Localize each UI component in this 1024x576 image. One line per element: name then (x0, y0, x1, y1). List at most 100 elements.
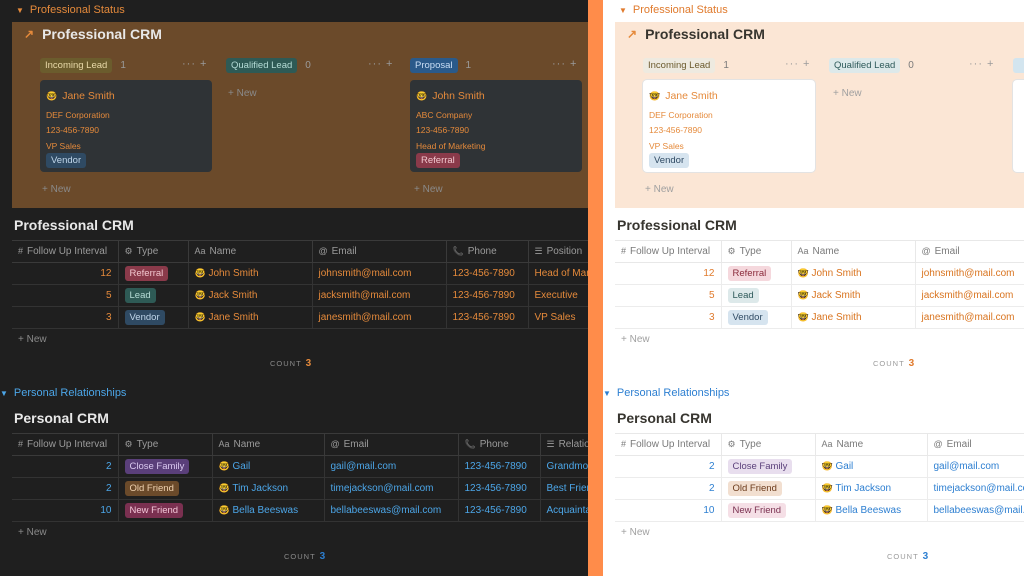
cell-phone[interactable]: 123-456-7890 (458, 477, 541, 500)
cell-relationship[interactable]: Acquaintance (540, 499, 588, 522)
cell-email[interactable]: timejackson@mail.com (927, 477, 1024, 500)
header-follow-up[interactable]: # Follow Up Interval (12, 240, 119, 263)
board-column-proposal[interactable] (1013, 54, 1024, 76)
cell-phone[interactable]: 123-456-7890 (446, 284, 529, 307)
cell-email[interactable]: janesmith@mail.com (312, 306, 447, 329)
cell-interval[interactable]: 2 (615, 477, 722, 500)
new-row-button[interactable]: + New (18, 527, 47, 538)
header-type[interactable]: ⚙ Type (721, 240, 792, 263)
header-type[interactable]: ⚙ Type (118, 433, 213, 456)
table-row[interactable]: 12 Referral 🤓 John Smith johnsmith@mail.… (615, 262, 1024, 285)
cell-interval[interactable]: 12 (12, 262, 119, 285)
cell-interval[interactable]: 12 (615, 262, 722, 285)
board-column-incoming-lead[interactable]: Incoming Lead 1 (40, 54, 126, 76)
cell-name[interactable]: 🤓 Jane Smith (791, 306, 916, 329)
personal-relationships-toggle[interactable]: ▼ Personal Relationships (603, 387, 729, 399)
header-relationship[interactable]: ☰Relationship (540, 433, 588, 456)
cell-email[interactable]: jacksmith@mail.com (312, 284, 447, 307)
board-column-proposal[interactable]: Proposal 1 (410, 54, 471, 76)
cell-interval[interactable]: 2 (615, 455, 722, 478)
header-email[interactable]: @ Email (927, 433, 1024, 456)
table-row[interactable]: 2 Close Family 🤓 Gail gail@mail.com 123-… (12, 455, 588, 478)
header-email[interactable]: @ Email (312, 240, 447, 263)
cell-interval[interactable]: 10 (615, 499, 722, 522)
board-column-qualified-lead[interactable]: Qualified Lead 0 (829, 54, 914, 76)
cell-phone[interactable]: 123-456-7890 (446, 306, 529, 329)
new-row-button[interactable]: + New (18, 334, 47, 345)
board-column-incoming-lead[interactable]: Incoming Lead 1 (643, 54, 729, 76)
cell-email[interactable]: bellabeeswas@mail.com (927, 499, 1024, 522)
table-row[interactable]: 2 Old Friend 🤓 Tim Jackson timejackson@m… (12, 477, 588, 500)
cell-name[interactable]: 🤓 Jane Smith (188, 306, 313, 329)
cell-type[interactable]: Vendor (721, 306, 792, 329)
cell-type[interactable]: Lead (721, 284, 792, 307)
cell-relationship[interactable]: Best Friend (540, 477, 588, 500)
cell-type[interactable]: Referral (118, 262, 189, 285)
cell-name[interactable]: 🤓 Jack Smith (188, 284, 313, 307)
cell-email[interactable]: gail@mail.com (927, 455, 1024, 478)
column-tools[interactable]: ··· + (552, 58, 578, 70)
header-type[interactable]: ⚙ Type (721, 433, 816, 456)
board-card-john-smith[interactable]: 🤓 John Smith ABC Company 123-456-7890 Hea… (410, 80, 582, 172)
header-phone[interactable]: 📞 Phone (458, 433, 541, 456)
cell-relationship[interactable]: Grandmother (540, 455, 588, 478)
cell-name[interactable]: 🤓 Bella Beeswas (815, 499, 928, 522)
table-row[interactable]: 2 Old Friend 🤓 Tim Jackson timejackson@m… (615, 477, 1024, 500)
cell-interval[interactable]: 5 (12, 284, 119, 307)
cell-type[interactable]: New Friend (118, 499, 213, 522)
cell-email[interactable]: johnsmith@mail.com (312, 262, 447, 285)
board-card-clipped[interactable] (1013, 80, 1024, 172)
table-row[interactable]: 12 Referral 🤓 John Smith johnsmith@mail.… (12, 262, 588, 285)
cell-type[interactable]: Referral (721, 262, 792, 285)
cell-phone[interactable]: 123-456-7890 (458, 499, 541, 522)
column-tools[interactable]: ··· + (368, 58, 394, 70)
header-follow-up[interactable]: # Follow Up Interval (12, 433, 119, 456)
cell-email[interactable]: jacksmith@mail.com (915, 284, 1024, 307)
cell-interval[interactable]: 5 (615, 284, 722, 307)
cell-name[interactable]: 🤓 Gail (815, 455, 928, 478)
column-tools[interactable]: ··· + (969, 58, 995, 70)
cell-type[interactable]: Old Friend (118, 477, 213, 500)
cell-type[interactable]: Lead (118, 284, 189, 307)
cell-email[interactable]: johnsmith@mail.com (915, 262, 1024, 285)
cell-interval[interactable]: 2 (12, 477, 119, 500)
cell-name[interactable]: 🤓 Jack Smith (791, 284, 916, 307)
header-email[interactable]: @ Email (324, 433, 459, 456)
new-row-button[interactable]: + New (621, 334, 650, 345)
table-row[interactable]: 10 New Friend 🤓 Bella Beeswas bellabeesw… (615, 499, 1024, 522)
column-tools[interactable]: ··· + (785, 58, 811, 70)
new-card-button[interactable]: + New (228, 88, 257, 99)
header-name[interactable]: Aa Name (791, 240, 916, 263)
cell-interval[interactable]: 3 (12, 306, 119, 329)
cell-interval[interactable]: 3 (615, 306, 722, 329)
header-email[interactable]: @ Email (915, 240, 1024, 263)
new-card-button[interactable]: + New (414, 184, 443, 195)
table-row[interactable]: 3 Vendor 🤓 Jane Smith janesmith@mail.com (615, 306, 1024, 329)
table-row[interactable]: 5 Lead 🤓 Jack Smith jacksmith@mail.com 1… (12, 284, 588, 307)
new-card-button[interactable]: + New (42, 184, 71, 195)
header-type[interactable]: ⚙ Type (118, 240, 189, 263)
header-follow-up[interactable]: # Follow Up Interval (615, 433, 722, 456)
cell-position[interactable]: Head of Marketing (528, 262, 588, 285)
cell-type[interactable]: Close Family (118, 455, 213, 478)
cell-position[interactable]: VP Sales (528, 306, 588, 329)
column-tools[interactable]: ··· + (182, 58, 208, 70)
cell-phone[interactable]: 123-456-7890 (458, 455, 541, 478)
cell-type[interactable]: Old Friend (721, 477, 816, 500)
cell-name[interactable]: 🤓 Tim Jackson (815, 477, 928, 500)
header-name[interactable]: Aa Name (815, 433, 928, 456)
cell-type[interactable]: New Friend (721, 499, 816, 522)
cell-interval[interactable]: 10 (12, 499, 119, 522)
cell-email[interactable]: bellabeeswas@mail.com (324, 499, 459, 522)
table-row[interactable]: 10 New Friend 🤓 Bella Beeswas bellabeesw… (12, 499, 588, 522)
new-card-button[interactable]: + New (833, 88, 862, 99)
cell-name[interactable]: 🤓 Tim Jackson (212, 477, 325, 500)
cell-name[interactable]: 🤓 Gail (212, 455, 325, 478)
cell-name[interactable]: 🤓 John Smith (791, 262, 916, 285)
cell-interval[interactable]: 2 (12, 455, 119, 478)
cell-name[interactable]: 🤓 Bella Beeswas (212, 499, 325, 522)
cell-phone[interactable]: 123-456-7890 (446, 262, 529, 285)
cell-type[interactable]: Vendor (118, 306, 189, 329)
header-phone[interactable]: 📞 Phone (446, 240, 529, 263)
new-card-button[interactable]: + New (645, 184, 674, 195)
